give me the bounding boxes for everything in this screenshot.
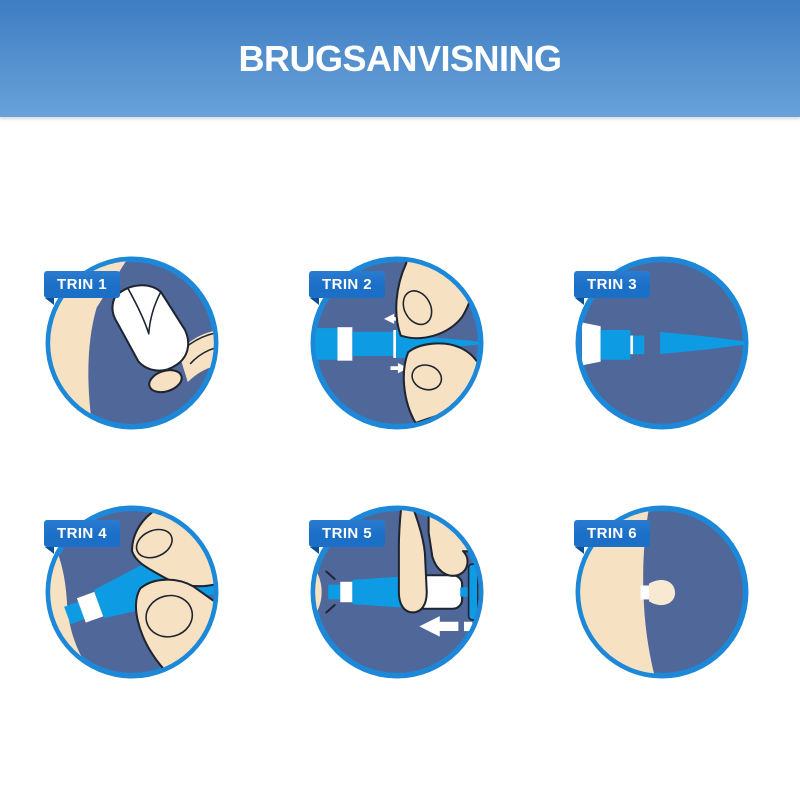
step-5-illustration plunger-push-with-arrow-icon: [310, 505, 484, 679]
step-3-illustration cap-separated-from-device-icon: [575, 256, 749, 430]
step-3-art: [582, 322, 744, 366]
step-1-badge-label: TRIN 1: [57, 276, 107, 293]
wipe-fold-line: [127, 288, 150, 335]
header-banner: BRUGSANVISNING: [0, 0, 800, 117]
step-5-badge-label: TRIN 5: [322, 525, 372, 542]
step-cell-2: TRIN 2: [304, 250, 490, 436]
steps-grid: TRIN 1 TRIN 2: [0, 117, 800, 800]
step-6-badge: TRIN 6: [574, 520, 650, 554]
step-1-badge: TRIN 1: [44, 271, 120, 305]
step-4-illustration fingers-pressing-device-to-skin-icon: [45, 505, 219, 679]
step-3-badge: TRIN 3: [574, 271, 650, 305]
plunger-end-cap: [467, 563, 479, 621]
step-1-illustration wipe-cleaning-skin-icon: [45, 256, 219, 430]
step-2-illustration fingers-twisting-device-cap-icon: [310, 256, 484, 430]
step-4-badge: TRIN 4: [44, 520, 120, 554]
device-tip: [64, 601, 85, 625]
thumbnail: [145, 594, 194, 638]
fingernail: [135, 528, 173, 559]
wipe-icon: [111, 284, 190, 372]
wipe-fold-line: [147, 291, 162, 335]
push-arrow-icon: [419, 616, 459, 637]
device-body: [600, 329, 631, 360]
step-2-badge: TRIN 2: [309, 271, 385, 305]
step-cell-4: TRIN 4: [39, 499, 225, 685]
step-6-badge-label: TRIN 6: [587, 525, 637, 542]
device-gap: [630, 335, 634, 355]
step-cell-1: TRIN 1: [39, 250, 225, 436]
device-tip: [328, 584, 341, 600]
step-4-badge-label: TRIN 4: [57, 525, 107, 542]
device-body: [352, 331, 394, 357]
step-5-badge: TRIN 5: [309, 520, 385, 554]
thumb: [148, 369, 183, 394]
plunger-rod: [460, 587, 472, 597]
droplet-icon: [648, 580, 676, 606]
device-white-band: [337, 327, 353, 361]
skin-body-shape: [50, 261, 129, 425]
device-gap: [393, 329, 397, 358]
device-white-band: [340, 581, 353, 603]
step-2-badge-label: TRIN 2: [322, 276, 372, 293]
page-title: BRUGSANVISNING: [238, 37, 562, 79]
device-white-band: [582, 322, 601, 366]
fingernail: [411, 364, 443, 391]
push-arrow-dash: [463, 621, 473, 632]
step-cell-3: TRIN 3: [569, 250, 755, 436]
device-white-band: [76, 591, 104, 623]
step-cell-6: TRIN 6: [569, 499, 755, 685]
twist-arrow-icon: [390, 362, 409, 374]
wrinkle-line: [189, 345, 214, 365]
step-cell-5: TRIN 5: [304, 499, 490, 685]
step-6-illustration droplet-on-skin-icon: [575, 505, 749, 679]
droplet-neck: [640, 585, 649, 600]
impact-lines: [325, 570, 336, 614]
pressing-finger: [397, 510, 428, 614]
fingernail: [402, 290, 433, 326]
device-base: [315, 328, 338, 360]
twist-arrow-icon: [383, 313, 402, 324]
device-nub: [633, 335, 645, 355]
step-3-badge-label: TRIN 3: [587, 276, 637, 293]
device-cap-cone: [660, 331, 744, 355]
